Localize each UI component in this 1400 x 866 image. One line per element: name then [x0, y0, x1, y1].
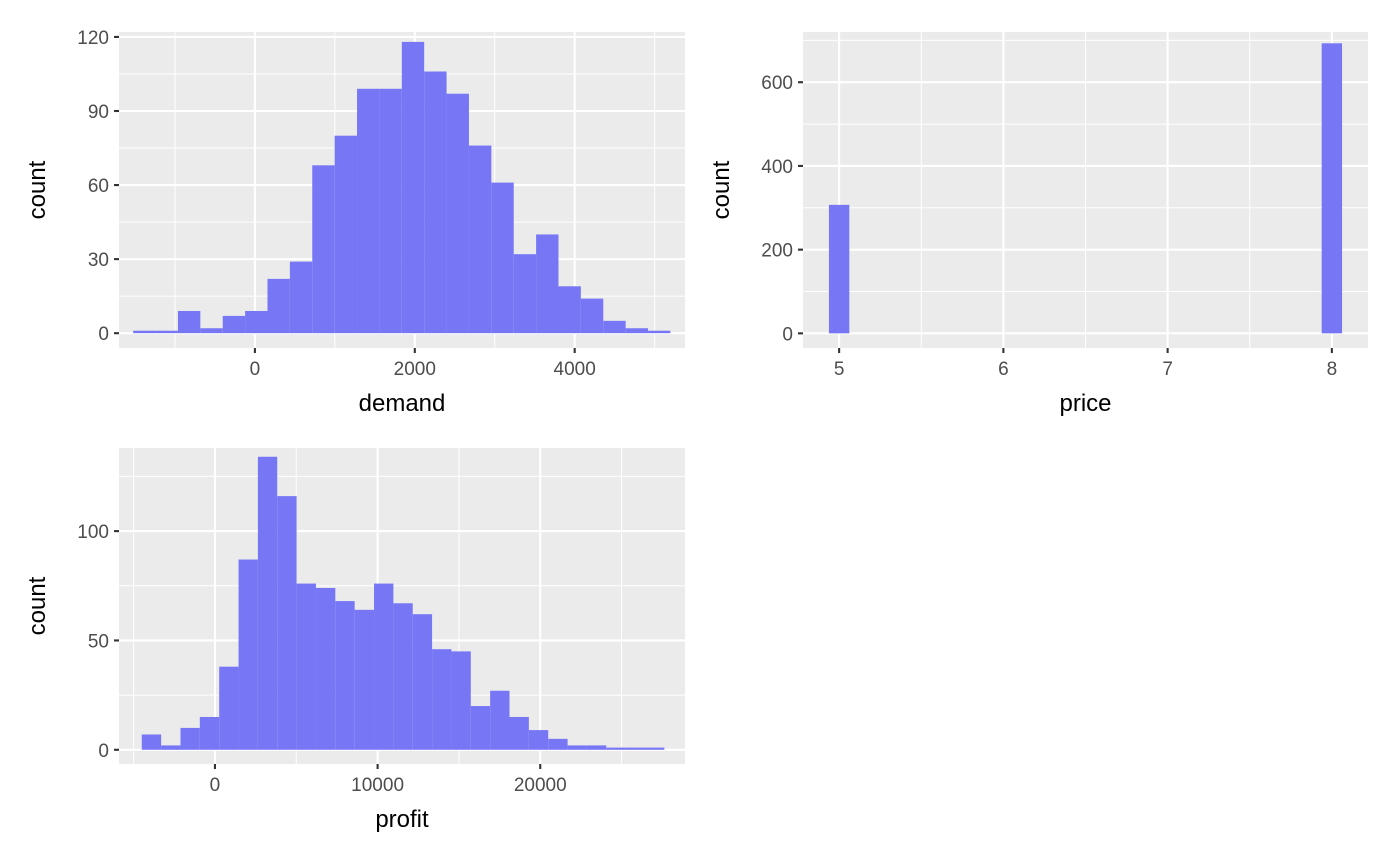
demand-histogram-bar: [312, 165, 335, 334]
demand-x-axis-title: demand: [359, 390, 446, 417]
profit-y-axis-title: count: [24, 576, 51, 635]
demand-x-tick-label: 4000: [554, 359, 596, 380]
demand-histogram-bar: [648, 330, 671, 334]
profit-histogram-bar: [141, 734, 162, 750]
profit-histogram-bar: [257, 456, 278, 750]
demand-histogram-bar: [289, 261, 313, 334]
profit-histogram-bar: [277, 496, 297, 750]
profit-x-tick-label: 20000: [514, 775, 567, 796]
profit-histogram-bar: [625, 747, 645, 750]
demand-histogram-bar: [468, 145, 492, 334]
demand-histogram-bar: [424, 71, 447, 334]
demand-histogram-bar: [491, 182, 514, 334]
demand-histogram-bar: [334, 135, 358, 334]
price-x-tick-label: 7: [1162, 359, 1173, 380]
profit-histogram-bar: [586, 745, 607, 750]
profit-histogram-bar: [161, 745, 181, 750]
profit-y-tick-label: 100: [77, 522, 109, 543]
price-x-tick-label: 5: [834, 359, 845, 380]
profit-histogram-bar: [296, 583, 316, 750]
price-y-tick-label: 200: [761, 241, 793, 262]
demand-histogram-bar: [603, 320, 626, 334]
profit-histogram-bar: [393, 603, 413, 750]
price-y-tick-label: 0: [782, 324, 793, 345]
profit-histogram-bar: [490, 690, 510, 750]
price-histogram-bar: [828, 204, 850, 334]
profit-x-tick-label: 0: [210, 775, 221, 796]
demand-y-tick-label: 120: [77, 28, 109, 49]
demand-y-tick-label: 0: [98, 324, 109, 345]
demand-histogram-bar: [446, 93, 469, 334]
profit-histogram-bar: [432, 649, 452, 750]
demand-histogram-panel: 0 2000 4000 0 30 60 90 120 demand count: [24, 28, 685, 417]
profit-histogram-bar: [180, 727, 200, 750]
demand-y-tick-label: 90: [88, 102, 109, 123]
profit-histogram-bar: [528, 730, 549, 750]
demand-x-tick-label: 0: [250, 359, 261, 380]
price-y-axis-title: count: [708, 160, 735, 219]
profit-y-tick-label: 0: [98, 741, 109, 762]
demand-histogram-bar: [245, 310, 268, 334]
price-y-tick-label: 400: [761, 157, 793, 178]
price-y-tick-label: 600: [761, 73, 793, 94]
demand-y-tick-label: 60: [88, 176, 109, 197]
profit-histogram-panel: 0 10000 20000 0 50 100 profit count: [24, 448, 685, 833]
profit-histogram-bar: [412, 614, 433, 750]
demand-histogram-bar: [536, 234, 559, 334]
profit-histogram-bar: [548, 738, 568, 750]
price-histogram-bar: [1321, 43, 1343, 334]
demand-histogram-bar: [513, 254, 537, 334]
demand-x-tick-label: 2000: [394, 359, 436, 380]
profit-histogram-bar: [451, 651, 471, 750]
profit-histogram-bar: [567, 745, 587, 750]
profit-histogram-bar: [354, 609, 375, 750]
demand-histogram-bar: [379, 88, 402, 334]
profit-histogram-bar: [509, 716, 529, 750]
demand-y-tick-label: 30: [88, 250, 109, 271]
profit-histogram-bar: [374, 583, 394, 750]
demand-histogram-bar: [155, 330, 178, 334]
demand-histogram-bar: [200, 328, 223, 334]
demand-histogram-bar: [177, 310, 201, 334]
demand-histogram-bar: [558, 286, 581, 334]
demand-histogram-bar: [267, 278, 290, 334]
profit-y-tick-label: 50: [88, 631, 109, 652]
profit-histogram-bar: [470, 706, 491, 750]
profit-histogram-bar: [644, 747, 665, 750]
profit-histogram-bar: [315, 587, 336, 750]
profit-histogram-bar: [238, 559, 258, 750]
profit-histogram-bar: [219, 666, 239, 750]
price-histogram-panel: 5 6 7 8 0 200 400 600 price count: [708, 32, 1368, 417]
demand-histogram-bar: [625, 328, 649, 334]
profit-x-tick-label: 10000: [351, 775, 404, 796]
profit-histogram-bar: [335, 601, 355, 750]
demand-histogram-bar: [401, 41, 425, 334]
demand-histogram-bar: [133, 330, 156, 334]
price-x-tick-label: 8: [1327, 359, 1338, 380]
profit-histogram-bar: [199, 716, 220, 750]
profit-x-axis-title: profit: [375, 806, 429, 833]
demand-y-axis-title: count: [24, 160, 51, 219]
profit-histogram-bar: [606, 747, 626, 750]
price-x-tick-label: 6: [998, 359, 1009, 380]
demand-histogram-bar: [222, 315, 246, 334]
price-x-axis-title: price: [1059, 390, 1111, 417]
demand-histogram-bar: [357, 88, 380, 334]
demand-histogram-bar: [580, 298, 604, 334]
